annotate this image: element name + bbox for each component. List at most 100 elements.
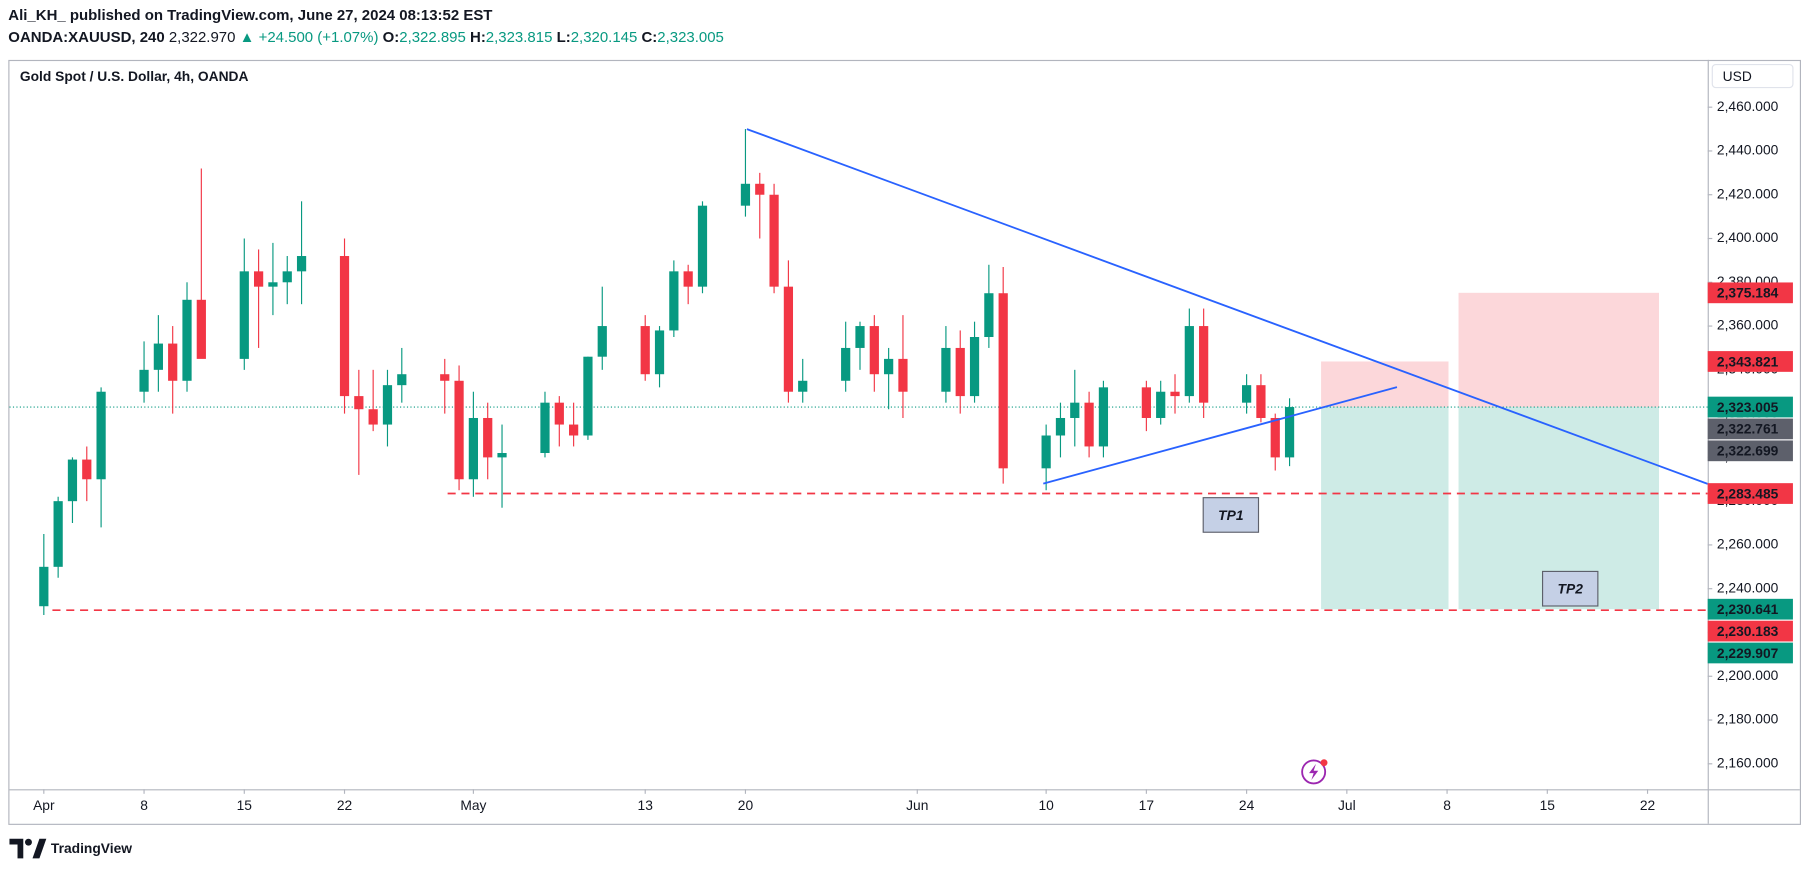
x-tick-label: 22 [337, 797, 352, 813]
candle-body [798, 380, 808, 392]
y-tick-label: 2,260.000 [1717, 536, 1779, 552]
alert-icon [1301, 759, 1328, 785]
target-zone [1321, 407, 1449, 610]
trendline [746, 128, 1708, 485]
price-axis: 2,160.0002,180.0002,200.0002,220.0002,24… [1707, 98, 1793, 770]
candle-body [1270, 417, 1280, 458]
price-label: 2,229.907 [1717, 645, 1779, 661]
candle-body [1098, 387, 1109, 447]
y-tick-label: 2,200.000 [1717, 667, 1779, 683]
candle-body [554, 402, 564, 425]
candle-body [139, 369, 149, 392]
candle-body [869, 326, 879, 375]
candle-body [569, 424, 579, 436]
candle-body [1070, 402, 1080, 418]
price-label: 2,322.761 [1717, 421, 1779, 437]
candle-body [1055, 417, 1066, 436]
candle-body [654, 330, 665, 375]
ohlc-value: 2,322.895 [399, 29, 466, 46]
candle-body [640, 326, 650, 375]
plot-area: TP1 TP2 [9, 128, 1708, 615]
ohlc-label: C: [641, 29, 657, 46]
x-tick-label: May [460, 797, 486, 813]
candle-body [1284, 407, 1295, 458]
y-tick-label: 2,420.000 [1717, 185, 1779, 201]
candle-body [740, 183, 751, 206]
price-label-bg [1707, 483, 1793, 504]
annotation-label: TP2 [1558, 581, 1584, 597]
symbol: OANDA:XAUUSD, 240 [8, 29, 164, 46]
candle-body [268, 282, 278, 287]
candle-body [239, 271, 249, 359]
candle-body [1084, 402, 1094, 447]
candle-body [196, 299, 206, 359]
candle-body [454, 380, 464, 480]
candle-body [1199, 326, 1209, 403]
x-tick-label: 13 [638, 797, 654, 813]
candle-body [368, 409, 378, 425]
candle-body [597, 326, 607, 357]
candle-body [855, 326, 865, 348]
ohlc-label: H: [470, 29, 486, 46]
x-tick-label: Jun [906, 797, 928, 813]
annotation-box [1541, 570, 1599, 607]
candle-body [1141, 387, 1151, 418]
x-tick-label: 20 [738, 797, 754, 813]
x-tick-label: 15 [237, 797, 253, 813]
candle-body [1242, 385, 1252, 403]
x-tick-label: 8 [140, 797, 148, 813]
y-tick-label: 2,240.000 [1717, 579, 1779, 595]
price-label: 2,230.641 [1717, 601, 1779, 617]
price-label: 2,230.183 [1717, 623, 1779, 639]
price-label-bg [1707, 351, 1793, 372]
annotation-label: TP1 [1218, 507, 1243, 523]
change: ▲ +24.500 (+1.07%) [240, 29, 379, 46]
candle-body [941, 347, 951, 392]
price-label-bg [1707, 282, 1793, 304]
x-tick-label: Jul [1338, 797, 1356, 813]
price-label-bg [1707, 642, 1793, 664]
candle-body [168, 343, 178, 381]
candle-body [998, 293, 1008, 469]
y-tick-label: 2,440.000 [1717, 142, 1779, 158]
candle-body [1041, 435, 1051, 469]
price-label-bg [1707, 418, 1793, 440]
candle-body [397, 374, 407, 386]
x-tick-label: 17 [1139, 797, 1154, 813]
candle-body [783, 286, 794, 392]
ohlc-label: L: [557, 29, 571, 46]
stop-zone [1321, 361, 1449, 408]
y-tick-label: 2,400.000 [1717, 229, 1779, 245]
candle-body [382, 385, 393, 425]
x-tick-label: Apr [33, 797, 55, 813]
price-label-bg [1707, 396, 1793, 418]
candle-body [354, 396, 364, 410]
candle-body [96, 391, 106, 480]
x-tick-label: 8 [1443, 797, 1451, 813]
brand: TradingView [51, 840, 132, 856]
candle-body [884, 358, 894, 375]
x-tick-label: 22 [1640, 797, 1655, 813]
y-unit: USD [1723, 68, 1752, 84]
chart-frame [8, 59, 1801, 825]
candle-body [82, 459, 92, 480]
candle-body [898, 358, 908, 392]
ohlc-label: O: [383, 29, 400, 46]
candle-body [583, 356, 593, 436]
trendline [1043, 386, 1398, 485]
candle-body [669, 271, 679, 331]
candle-body [683, 271, 693, 287]
price-label-bg [1707, 598, 1793, 620]
candle-body [497, 453, 507, 458]
y-tick-label: 2,460.000 [1717, 98, 1779, 114]
candle-body [253, 271, 264, 287]
candle-body [483, 417, 493, 458]
candle-body [540, 402, 550, 454]
candle-body [1184, 326, 1194, 397]
x-tick-label: 24 [1239, 797, 1255, 813]
logo [9, 838, 47, 859]
price-label-bg [1707, 620, 1793, 642]
